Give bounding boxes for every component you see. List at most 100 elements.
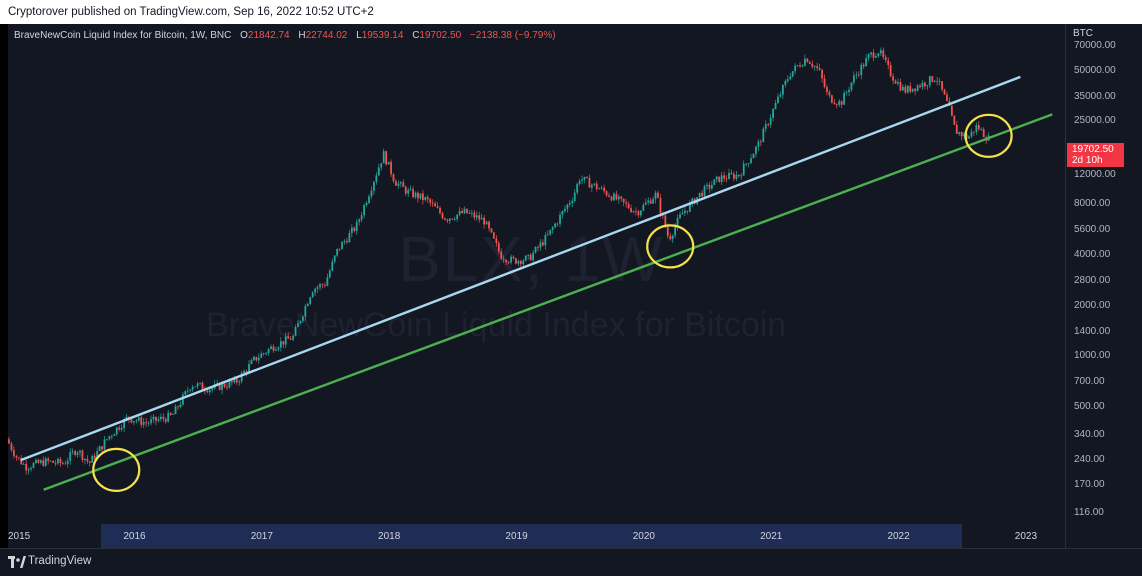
candle-body bbox=[380, 163, 383, 168]
candle-body bbox=[32, 463, 35, 468]
time-tick-label: 2021 bbox=[760, 531, 783, 542]
candle-body bbox=[617, 196, 620, 200]
candle-body bbox=[848, 89, 850, 93]
candle-body bbox=[791, 71, 794, 77]
candle-body bbox=[620, 196, 623, 199]
candle-body bbox=[730, 172, 733, 174]
candle-body bbox=[578, 180, 581, 184]
time-tick-label: 2017 bbox=[250, 531, 273, 542]
candle-body bbox=[813, 66, 816, 67]
candle-body bbox=[52, 460, 54, 463]
price-chart[interactable] bbox=[8, 24, 1065, 524]
candle-body bbox=[88, 461, 91, 463]
candle-body bbox=[928, 76, 931, 86]
candle-body bbox=[49, 460, 52, 462]
currency-unit: BTC bbox=[1073, 28, 1093, 39]
candle-body bbox=[421, 193, 424, 201]
candle-body bbox=[870, 52, 872, 55]
candle-body bbox=[532, 252, 534, 261]
candle-body bbox=[593, 183, 596, 185]
candle-body bbox=[181, 394, 184, 405]
candle-body bbox=[301, 316, 304, 321]
price-scale[interactable] bbox=[1065, 24, 1142, 548]
candle-body bbox=[537, 246, 539, 248]
candle-body bbox=[91, 455, 94, 463]
candle-body bbox=[669, 235, 672, 240]
candle-body bbox=[838, 101, 841, 105]
candle-body bbox=[581, 179, 583, 181]
price-tick-label: 1400.00 bbox=[1074, 325, 1111, 337]
candle-body bbox=[735, 174, 738, 179]
candle-body bbox=[755, 146, 757, 154]
candle-body bbox=[466, 208, 468, 214]
candle-body bbox=[444, 218, 446, 220]
candle-body bbox=[877, 53, 880, 57]
candle-body bbox=[343, 241, 346, 243]
candle-body bbox=[157, 419, 160, 421]
candle-body bbox=[652, 199, 654, 204]
candle-body bbox=[321, 284, 324, 286]
candle-body bbox=[519, 260, 522, 265]
candle-body bbox=[576, 183, 579, 193]
candle-body bbox=[830, 95, 833, 103]
candle-body bbox=[818, 68, 821, 70]
candle-body bbox=[865, 58, 868, 67]
candle-body bbox=[892, 76, 894, 81]
candle-body bbox=[66, 460, 69, 464]
candle-body bbox=[862, 64, 865, 67]
price-tick-label: 8000.00 bbox=[1074, 198, 1111, 210]
candle-body bbox=[568, 203, 571, 205]
candle-body bbox=[221, 383, 223, 390]
candle-body bbox=[635, 211, 637, 213]
candle-body bbox=[897, 82, 899, 84]
candle-body bbox=[409, 189, 412, 190]
candle-body bbox=[69, 452, 72, 461]
candle-body bbox=[632, 211, 635, 213]
candle-body bbox=[671, 235, 674, 240]
candle-body bbox=[353, 227, 356, 231]
candle-body bbox=[860, 64, 863, 76]
footer: TradingView bbox=[0, 548, 1142, 576]
chart-area[interactable] bbox=[8, 24, 1065, 548]
candle-body bbox=[350, 227, 353, 234]
candle-body bbox=[493, 232, 495, 239]
candle-body bbox=[710, 184, 713, 189]
candle-body bbox=[698, 192, 701, 198]
candle-body bbox=[811, 63, 814, 67]
candle-body bbox=[512, 256, 515, 259]
candle-body bbox=[461, 210, 463, 214]
candle-body bbox=[267, 349, 270, 353]
candle-body bbox=[507, 262, 510, 263]
candle-body bbox=[982, 129, 985, 138]
candle-body bbox=[106, 439, 108, 440]
candle-body bbox=[123, 419, 126, 429]
candle-body bbox=[701, 192, 703, 197]
candle-body bbox=[431, 202, 434, 204]
candle-body bbox=[901, 86, 904, 91]
candle-body bbox=[774, 103, 777, 110]
candle-body bbox=[93, 455, 96, 459]
time-tick-label: 2020 bbox=[632, 531, 655, 542]
candle-body bbox=[497, 243, 500, 252]
candle-body bbox=[253, 356, 255, 361]
candle-body bbox=[453, 219, 456, 220]
candle-body bbox=[647, 200, 650, 203]
candle-body bbox=[84, 458, 86, 460]
candle-body bbox=[390, 161, 392, 175]
candle-body bbox=[140, 417, 143, 425]
candle-body bbox=[963, 133, 966, 137]
highlight-circle bbox=[964, 113, 1013, 158]
candle-body bbox=[27, 469, 30, 471]
candle-body bbox=[42, 460, 45, 466]
candle-body bbox=[737, 174, 740, 177]
candles bbox=[8, 47, 990, 475]
candle-body bbox=[365, 202, 368, 206]
time-tick-label: 2015 bbox=[8, 531, 31, 542]
candle-body bbox=[167, 412, 170, 422]
candle-body bbox=[436, 206, 439, 208]
publish-header: Cryptorover published on TradingView.com… bbox=[0, 0, 1142, 24]
candle-body bbox=[35, 459, 37, 464]
candle-body bbox=[840, 101, 843, 105]
candle-body bbox=[76, 452, 79, 455]
candle-body bbox=[208, 389, 211, 393]
